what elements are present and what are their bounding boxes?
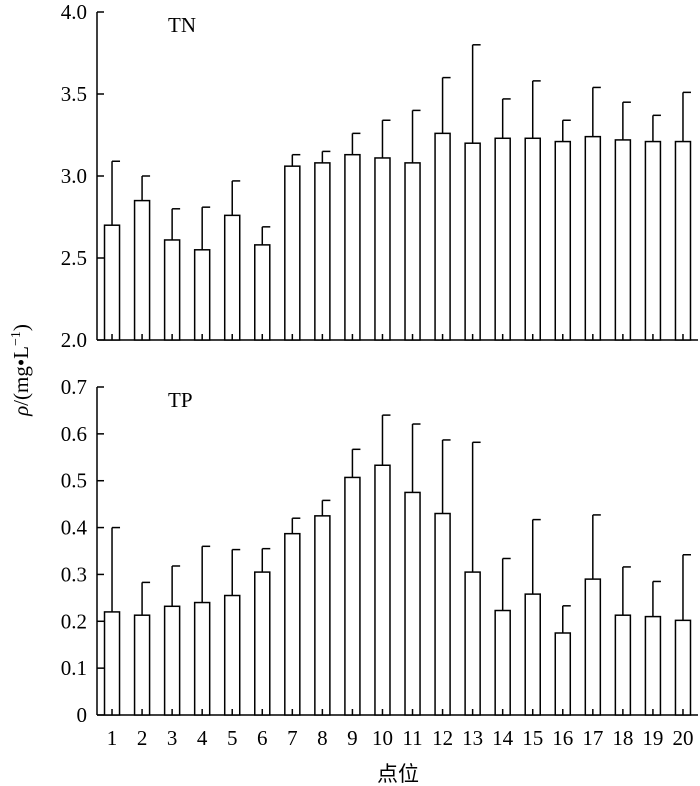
tp-x-tick-label: 14 — [492, 726, 514, 750]
tn-bar — [344, 153, 361, 341]
x-axis-label: 点位 — [377, 762, 419, 786]
tn-bar — [133, 199, 151, 341]
tp-y-tick-label: 0.7 — [61, 375, 87, 399]
tp-bar — [584, 578, 602, 716]
tp-bar — [103, 611, 121, 716]
tn-bar — [554, 140, 572, 341]
y-axis-unit-close: ) — [9, 324, 33, 331]
tp-y-tick-label: 0.6 — [61, 422, 87, 446]
tp-panel-title: TP — [168, 388, 193, 412]
tn-y-tick-label: 3.0 — [61, 164, 87, 188]
tp-y-tick-label: 0.5 — [61, 469, 87, 493]
tn-bar — [494, 137, 511, 341]
y-axis-unit-exp: −1 — [9, 331, 24, 346]
tp-y-tick-label: 0.2 — [61, 609, 87, 633]
tn-bar — [404, 162, 421, 341]
tn-bar — [193, 249, 211, 341]
tp-y-tick-label: 0.3 — [61, 562, 87, 586]
tn-bar — [464, 142, 481, 341]
tp-x-tick-label: 5 — [227, 726, 238, 750]
tp-y-tick-label: 0.4 — [61, 516, 88, 540]
tp-x-tick-label: 15 — [522, 726, 543, 750]
tp-x-tick-label: 2 — [137, 726, 148, 750]
tn-bar — [674, 140, 692, 341]
tn-bar — [614, 139, 632, 341]
tp-x-tick-label: 18 — [612, 726, 633, 750]
tn-bar — [584, 135, 602, 341]
tp-bar — [374, 464, 391, 716]
tp-x-tick-label: 12 — [432, 726, 453, 750]
tp-bar — [494, 609, 511, 716]
tp-bar — [193, 601, 211, 716]
tn-y-tick-label: 3.5 — [61, 82, 87, 106]
tp-y-tick-label: 0.1 — [61, 656, 87, 680]
y-axis-label: ρ/(mg•L−1) — [9, 324, 33, 417]
tp-bar — [223, 594, 241, 716]
tp-bar — [614, 614, 632, 716]
tp-bar — [524, 593, 541, 716]
tp-bar — [314, 515, 331, 716]
tn-bar — [374, 157, 391, 341]
tn-bar — [434, 132, 451, 341]
tp-x-tick-label: 17 — [582, 726, 603, 750]
tn-bar — [254, 244, 271, 341]
tn-y-tick-label: 2.0 — [61, 328, 87, 352]
tp-bar — [254, 571, 271, 716]
tn-bar — [223, 214, 241, 341]
tp-y-tick-label: 0 — [77, 703, 88, 727]
tp-bar — [674, 619, 692, 716]
tp-bar — [554, 632, 572, 716]
tp-x-tick-label: 20 — [672, 726, 693, 750]
tn-y-tick-label: 4.0 — [61, 0, 87, 24]
tp-bar — [163, 605, 181, 716]
tn-panel: 2.0 2.5 3.0 3.5 4.0 TN — [61, 0, 698, 352]
tp-x-tick-label: 1 — [107, 726, 118, 750]
tn-bar — [284, 165, 301, 341]
tp-bar — [284, 532, 301, 716]
tn-bar — [314, 162, 331, 341]
tn-bar — [163, 239, 181, 341]
tp-bar — [434, 512, 451, 716]
tp-x-tick-label: 6 — [257, 726, 268, 750]
tp-bar — [644, 615, 662, 716]
tp-bar — [404, 491, 421, 716]
tp-bar — [464, 571, 481, 716]
tp-x-tick-label: 10 — [372, 726, 393, 750]
tn-y-tick-label: 2.5 — [61, 246, 87, 270]
tp-x-tick-label: 8 — [317, 726, 328, 750]
tp-x-tick-label: 13 — [462, 726, 483, 750]
y-axis-symbol: ρ — [9, 406, 33, 417]
tn-bar — [524, 137, 541, 341]
tp-x-tick-label: 7 — [287, 726, 298, 750]
y-axis-unit-dot: • — [9, 359, 33, 366]
tp-x-tick-label: 3 — [167, 726, 178, 750]
tn-bar — [644, 140, 662, 341]
tp-bar — [344, 476, 361, 716]
tp-x-tick-label: 19 — [642, 726, 663, 750]
tp-x-tick-label: 9 — [347, 726, 358, 750]
tn-panel-title: TN — [168, 13, 196, 37]
tp-x-tick-label: 16 — [552, 726, 573, 750]
y-axis-unit-open: /(mg — [9, 366, 33, 406]
tp-x-tick-label: 4 — [197, 726, 208, 750]
tp-bar — [133, 614, 151, 716]
y-axis-unit-l: L — [9, 346, 33, 359]
tn-bar — [103, 224, 121, 341]
tp-x-tick-label: 11 — [402, 726, 422, 750]
